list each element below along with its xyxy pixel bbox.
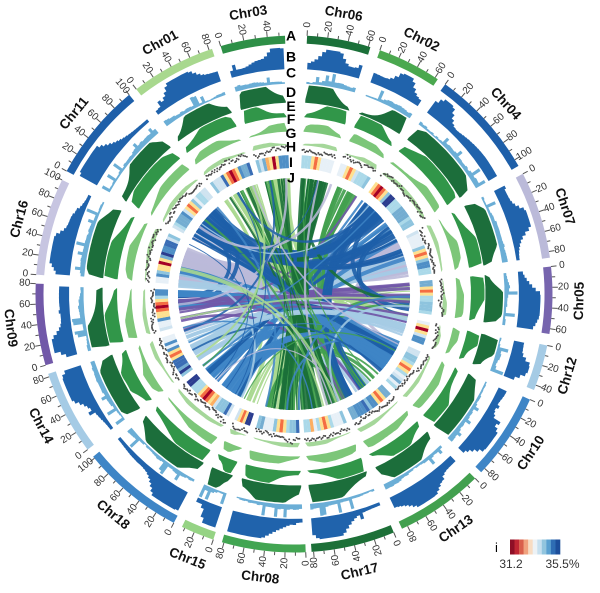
svg-text:0: 0 <box>554 342 562 354</box>
svg-text:Chr08: Chr08 <box>240 567 280 586</box>
svg-text:D: D <box>286 84 296 100</box>
svg-text:20: 20 <box>371 543 385 557</box>
svg-text:0: 0 <box>52 160 63 173</box>
svg-text:60: 60 <box>549 222 563 235</box>
svg-text:20: 20 <box>523 416 538 431</box>
svg-text:40: 40 <box>158 49 173 64</box>
svg-text:60: 60 <box>235 551 248 564</box>
svg-text:20: 20 <box>396 40 411 55</box>
svg-text:0: 0 <box>22 268 29 279</box>
svg-text:60: 60 <box>365 29 379 43</box>
svg-text:40: 40 <box>557 303 569 315</box>
svg-text:20: 20 <box>558 281 570 292</box>
svg-text:40: 40 <box>542 201 556 215</box>
svg-text:40: 40 <box>260 20 272 33</box>
svg-text:0: 0 <box>163 527 176 537</box>
svg-text:J: J <box>287 169 295 185</box>
svg-text:20: 20 <box>279 557 290 569</box>
svg-text:0: 0 <box>301 560 312 566</box>
svg-text:i: i <box>495 540 498 555</box>
svg-text:40: 40 <box>350 549 363 563</box>
svg-text:0: 0 <box>528 162 538 175</box>
svg-text:0: 0 <box>211 31 223 40</box>
svg-text:20: 20 <box>23 341 37 354</box>
svg-text:20: 20 <box>183 535 198 550</box>
svg-text:40: 40 <box>539 382 554 396</box>
svg-text:E: E <box>286 98 295 114</box>
svg-text:B: B <box>286 49 296 65</box>
svg-text:Chr06: Chr06 <box>324 3 365 25</box>
svg-text:40: 40 <box>25 226 39 239</box>
svg-text:C: C <box>286 65 296 81</box>
svg-text:60: 60 <box>178 40 193 55</box>
svg-text:0: 0 <box>73 450 84 462</box>
svg-text:40: 40 <box>344 23 357 37</box>
svg-text:0: 0 <box>559 260 566 272</box>
svg-text:35.5%: 35.5% <box>545 557 579 571</box>
svg-text:Chr09: Chr09 <box>1 308 20 348</box>
svg-text:60: 60 <box>39 393 54 408</box>
svg-text:31.2: 31.2 <box>499 557 523 571</box>
svg-text:80: 80 <box>32 373 46 387</box>
svg-text:0: 0 <box>535 398 545 410</box>
svg-text:60: 60 <box>30 206 44 220</box>
svg-text:80: 80 <box>198 32 212 47</box>
svg-text:0: 0 <box>302 21 313 28</box>
svg-text:I: I <box>289 154 293 170</box>
svg-text:0: 0 <box>392 538 404 548</box>
svg-text:A: A <box>286 28 296 44</box>
svg-text:G: G <box>286 125 297 141</box>
svg-text:60: 60 <box>19 299 31 310</box>
svg-text:20: 20 <box>323 20 335 33</box>
svg-text:60: 60 <box>330 553 343 566</box>
svg-text:40: 40 <box>48 412 63 427</box>
svg-text:20: 20 <box>535 181 550 196</box>
svg-text:Chr05: Chr05 <box>571 281 587 320</box>
svg-text:60: 60 <box>555 324 568 336</box>
svg-text:80: 80 <box>553 243 566 256</box>
svg-text:80: 80 <box>309 556 321 568</box>
svg-text:0: 0 <box>204 545 216 554</box>
svg-text:40: 40 <box>415 49 430 64</box>
svg-text:F: F <box>287 111 296 127</box>
svg-text:80: 80 <box>405 528 420 543</box>
svg-text:0: 0 <box>446 70 458 81</box>
svg-text:20: 20 <box>235 23 248 36</box>
svg-text:0: 0 <box>377 35 389 44</box>
svg-text:0: 0 <box>477 480 489 492</box>
svg-text:40: 40 <box>20 320 33 332</box>
svg-text:20: 20 <box>546 362 560 376</box>
svg-text:0: 0 <box>31 362 40 374</box>
svg-text:40: 40 <box>257 555 269 568</box>
svg-text:80: 80 <box>214 546 228 560</box>
svg-text:20: 20 <box>21 247 34 260</box>
svg-text:80: 80 <box>37 187 52 202</box>
svg-text:80: 80 <box>19 277 31 288</box>
svg-text:Chr03: Chr03 <box>228 2 269 23</box>
svg-text:H: H <box>286 139 296 155</box>
svg-text:60: 60 <box>424 518 439 534</box>
svg-text:0: 0 <box>124 75 136 86</box>
